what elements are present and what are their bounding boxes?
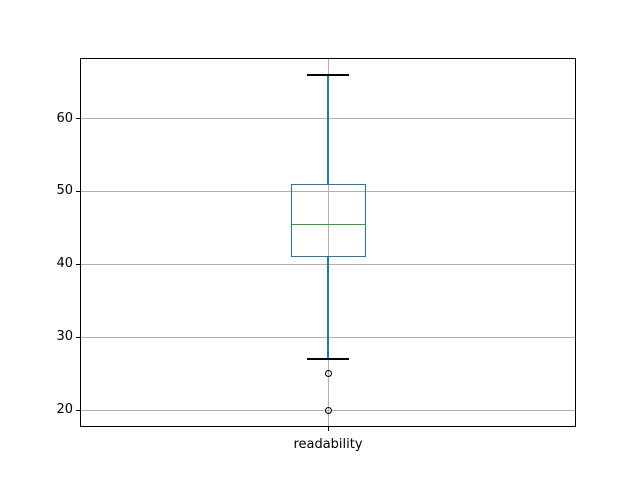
y-gridline	[80, 190, 576, 192]
y-tick-label: 20	[56, 402, 73, 418]
y-tick-mark	[76, 118, 80, 120]
iqr-box	[290, 184, 366, 258]
x-gridline	[327, 58, 329, 427]
median-line	[291, 223, 365, 225]
y-tick-mark	[76, 409, 80, 411]
lower-cap-line	[307, 358, 349, 360]
upper-whisker-line	[327, 74, 329, 185]
lower-whisker-line	[327, 257, 329, 360]
plot-area	[80, 58, 576, 427]
outlier-marker	[324, 406, 332, 414]
outlier-marker	[324, 370, 332, 378]
x-tick-mark	[327, 427, 329, 431]
upper-cap-line	[307, 73, 349, 76]
y-tick-label: 30	[56, 329, 73, 345]
y-tick-mark	[76, 263, 80, 265]
y-tick-mark	[76, 190, 80, 192]
y-tick-label: 40	[56, 256, 73, 272]
x-tick-label: readability	[293, 437, 363, 452]
y-tick-mark	[76, 336, 80, 338]
y-tick-label: 60	[56, 110, 73, 126]
y-tick-label: 50	[56, 183, 73, 199]
